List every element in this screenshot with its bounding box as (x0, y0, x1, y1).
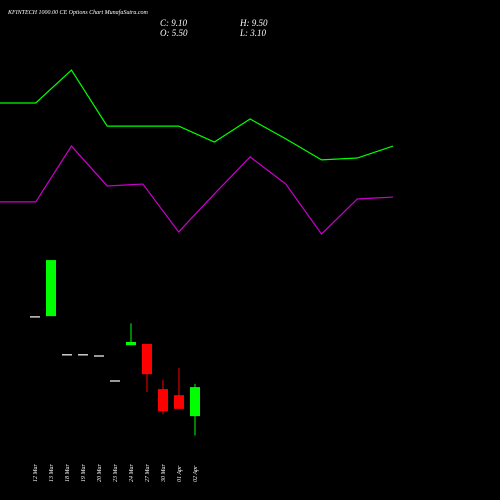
line-series (0, 69, 394, 161)
chart-title: KFINTECH 1000.00 CE Options Chart Munafa… (7, 9, 149, 16)
x-tick-label: 18 Mar (65, 464, 71, 482)
x-tick-label: 12 Mar (33, 464, 39, 482)
x-tick-label: 23 Mar (113, 464, 119, 482)
line-series (0, 145, 394, 235)
x-tick-label: 13 Mar (49, 464, 55, 482)
candle-body (126, 341, 136, 346)
candle-body (62, 354, 72, 356)
candle-body (30, 316, 40, 318)
candle-body (142, 343, 152, 375)
candle-body (110, 380, 120, 382)
ohlc-label: C: 9.10 (160, 18, 188, 28)
candle-body (190, 387, 200, 417)
x-tick-label: 01 Apr (177, 465, 183, 482)
x-tick-label: 20 Mar (97, 464, 103, 482)
x-tick-label: 02 Apr (193, 465, 199, 482)
x-tick-label: 30 Mar (161, 464, 167, 483)
ohlc-label: O: 5.50 (160, 28, 188, 38)
candle-body (174, 395, 184, 409)
candle-body (46, 260, 56, 317)
ohlc-label: H: 9.50 (239, 18, 268, 28)
x-tick-label: 27 Mar (145, 464, 151, 482)
ohlc-label: L: 3.10 (239, 28, 267, 38)
x-tick-label: 19 Mar (81, 464, 87, 482)
candle-body (158, 389, 168, 412)
candle-body (78, 354, 88, 356)
candle-body (94, 355, 104, 357)
x-tick-label: 24 Mar (128, 464, 135, 482)
